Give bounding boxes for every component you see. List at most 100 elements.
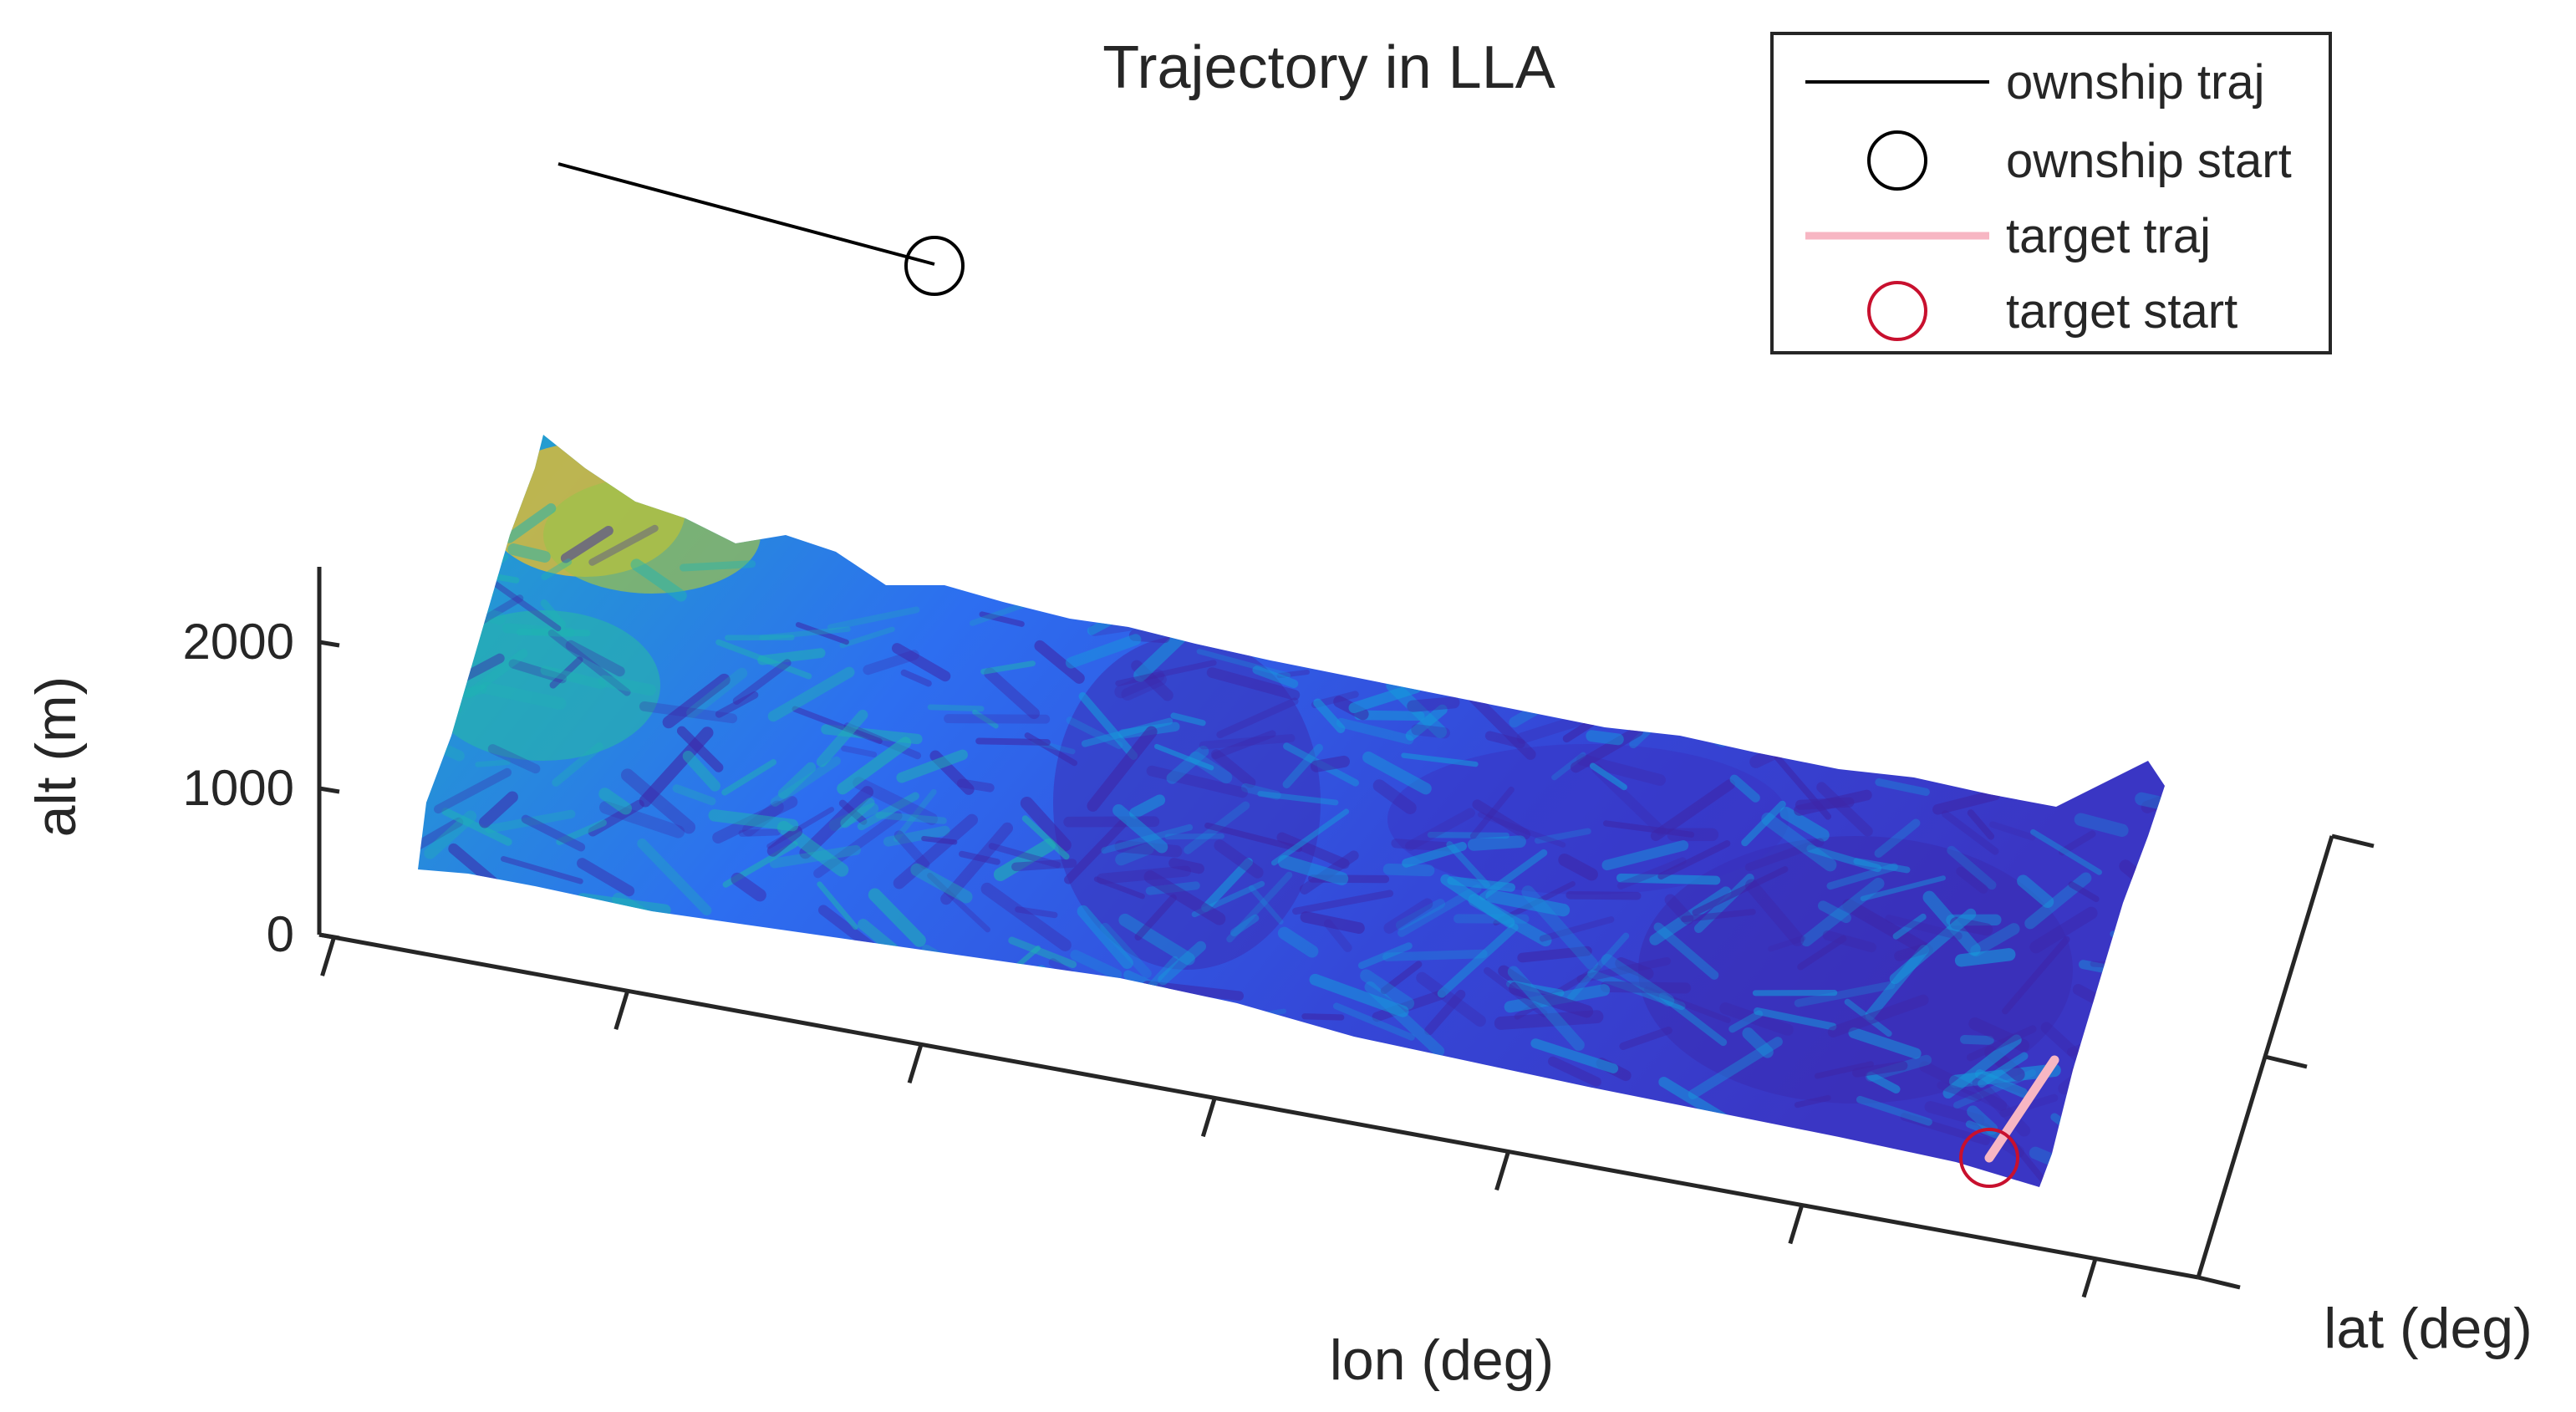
terrain-texture-stroke [1484,731,1525,749]
terrain-texture-stroke [479,791,518,828]
terrain-texture-stroke [2129,1051,2165,1113]
terrain-texture-stroke [1064,819,1128,884]
terrain-texture-stroke [1115,842,1154,866]
terrain-texture-stroke [1348,682,1422,714]
terrain-texture-stroke [2031,772,2068,785]
terrain-texture-stroke [1096,865,1192,884]
terrain-texture-stroke [1206,667,1301,701]
terrain-texture-stroke [1794,1094,1831,1109]
terrain-texture-stroke [1383,898,1433,934]
terrain-texture-stroke [599,801,685,839]
terrain-texture-stroke [1469,786,1515,839]
terrain-texture-stroke [1252,665,1299,689]
terrain-texture-stroke [1616,873,1721,885]
terrain-texture-stroke [418,817,464,851]
ownship-start-marker [904,236,965,296]
terrain-texture-stroke [857,792,919,831]
terrain-texture-stroke [2113,938,2149,973]
z-axis-label: alt (m) [24,676,88,838]
terrain-texture-stroke [1657,840,1731,880]
terrain-texture-stroke [1477,812,1566,848]
terrain-texture-stroke [1818,900,1851,924]
terrain-texture-stroke [1539,916,1615,942]
x-axis-line [318,932,2199,1280]
terrain-texture-stroke [715,691,759,718]
terrain-texture-stroke [993,838,1056,881]
terrain-texture-stroke [465,649,528,699]
terrain-texture-stroke [1754,1007,1837,1031]
terrain-texture-stroke [1087,726,1158,812]
x-tick-mark [1788,1204,1805,1245]
z-tick-label: 0 [267,906,294,962]
terrain-texture-stroke [1799,687,1894,747]
terrain-texture-stroke [1856,1095,1932,1126]
terrain-texture-stroke [1391,839,1455,852]
terrain-texture-stroke [1257,791,1339,806]
legend-entry-label: target traj [2006,209,2211,263]
terrain-texture-stroke [1201,858,1254,913]
terrain-texture-stroke [1794,981,1896,1007]
terrain-texture-stroke [1282,743,1323,788]
terrain-texture-stroke [1129,794,1166,819]
terrain-texture-stroke [1576,753,1666,786]
terrain-texture-stroke [1702,729,1745,747]
terrain-texture-stroke [1615,957,1654,980]
terrain-texture-stroke [1437,923,1519,998]
terrain-texture-stroke [508,659,568,684]
terrain-texture-stroke [1576,956,1672,983]
terrain-texture-stroke [464,526,497,562]
terrain-texture-stroke [843,722,922,760]
legend: ownship traj ownship start target traj targ… [1770,32,2332,354]
terrain-texture-stroke [1467,835,1526,851]
terrain-texture-stroke [1509,981,1594,1018]
terrain-texture-stroke [1900,1113,1990,1145]
terrain-texture-stroke [838,799,868,825]
terrain-texture-stroke [1133,629,1189,682]
terrain-texture-stroke [1664,894,1694,925]
terrain-texture-stroke [1966,1025,2037,1062]
terrain-texture-stroke [1210,749,1256,788]
terrain-texture-stroke [1402,841,1467,868]
terrain-texture-stroke [1196,649,1291,679]
terrain-texture-stroke [1114,669,1165,699]
terrain-texture-stroke [868,888,926,947]
terrain-texture-stroke [732,659,792,705]
terrain-texture-stroke [766,807,835,849]
terrain-texture-stroke [1065,634,1142,669]
terrain-texture-stroke [1681,909,1756,923]
terrain-texture-stroke [2135,792,2165,824]
terrain-texture-stroke [1967,1105,1998,1135]
terrain-texture-stroke [840,798,875,828]
terrain-texture-stroke [2074,1088,2165,1128]
terrain-texture-stroke [1589,762,1627,791]
terrain-texture-stroke [1424,989,1466,1036]
terrain-texture-stroke [2074,813,2129,837]
terrain-texture-stroke [972,709,999,729]
terrain-texture-stroke [1277,926,1319,958]
terrain-texture-stroke [2078,1083,2143,1156]
terrain-texture-stroke [1719,1002,1794,1036]
terrain-texture-stroke [2013,761,2059,778]
terrain-texture-stroke [484,809,576,833]
terrain-texture-stroke [2090,961,2129,969]
terrain-texture-stroke [1226,871,1293,943]
terrain-texture-stroke [662,673,731,729]
terrain-texture-stroke [1942,1034,2022,1099]
terrain-texture-stroke [423,528,486,599]
terrain-texture-stroke [1066,716,1123,749]
terrain-texture-stroke [2141,949,2165,994]
terrain-texture-stroke [927,704,985,712]
terrain-texture-stroke [1372,990,1447,1022]
terrain-texture-stroke [731,872,766,902]
terrain-texture-stroke [1924,1100,1985,1127]
terrain-texture-stroke [549,656,583,689]
terrain-texture-stroke [1688,1037,1783,1099]
terrain-texture-stroke [1885,915,1963,940]
terrain-texture-stroke [1011,859,1077,872]
terrain-texture-stroke [1154,743,1214,771]
legend-entry-label: target start [2006,284,2237,339]
terrain-texture-stroke [1692,866,1789,916]
terrain-texture-stroke [1814,1061,1874,1079]
terrain-texture-stroke [2070,1040,2135,1078]
terrain-texture-stroke [1806,844,1882,873]
